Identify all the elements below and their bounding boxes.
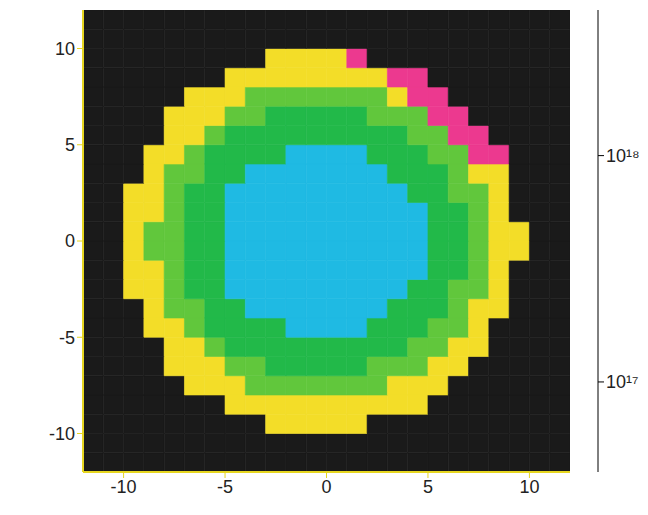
svg-text:10: 10 <box>55 39 75 59</box>
svg-text:-5: -5 <box>59 328 75 348</box>
svg-text:5: 5 <box>65 135 75 155</box>
svg-text:10: 10 <box>519 477 539 497</box>
svg-text:-10: -10 <box>49 424 75 444</box>
svg-text:-5: -5 <box>217 477 233 497</box>
svg-text:5: 5 <box>423 477 433 497</box>
svg-text:-10: -10 <box>111 477 137 497</box>
svg-text:0: 0 <box>321 477 331 497</box>
svg-text:10¹⁸: 10¹⁸ <box>606 146 640 166</box>
svg-text:0: 0 <box>65 231 75 251</box>
svg-text:10¹⁷: 10¹⁷ <box>606 372 639 392</box>
